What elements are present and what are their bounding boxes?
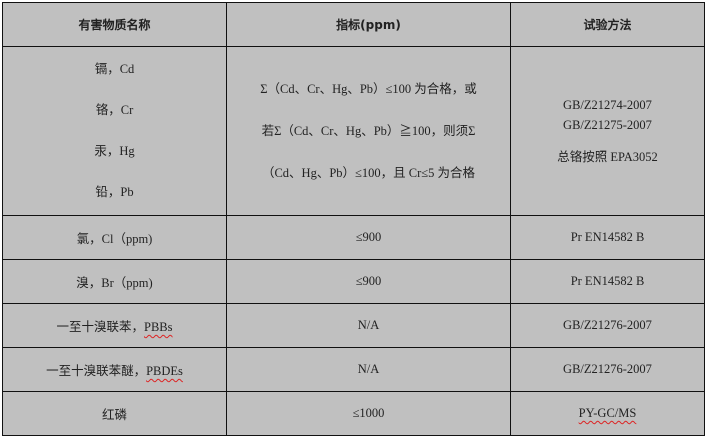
test-method: GB/Z21276-2007 — [510, 303, 705, 348]
criteria-line: Σ（Cd、Cr、Hg、Pb）≤100 为合格，或 — [260, 82, 477, 96]
name-prefix: 一至十溴联苯醚， — [46, 364, 147, 378]
substance-name: 溴，Br（ppm) — [2, 259, 227, 304]
criteria-line: （Cd、Hg、Pb）≤100，且 Cr≤5 为合格 — [261, 166, 476, 180]
test-method: Pr EN14582 B — [510, 259, 705, 304]
limit: ≤1000 — [226, 391, 511, 436]
test-method: PY-GC/MS — [510, 391, 705, 436]
heavy-metal-methods: GB/Z21274-2007 GB/Z21275-2007 总铬按照 EPA30… — [510, 46, 705, 216]
table-row: 溴，Br（ppm) ≤900 Pr EN14582 B — [2, 259, 705, 304]
substance-name: 一至十溴联苯醚，PBDEs — [2, 347, 227, 392]
substance-name: 红磷 — [2, 391, 227, 436]
header-row: 有害物质名称 指标(ppm) 试验方法 — [2, 2, 705, 47]
substance-name: 一至十溴联苯，PBBs — [2, 303, 227, 348]
substance-name: 氯，Cl（ppm) — [2, 215, 227, 260]
limit: N/A — [226, 303, 511, 348]
limit: ≤900 — [226, 215, 511, 260]
table-row-heavy-metals: 镉，Cd 铬，Cr 汞，Hg 铅，Pb Σ（Cd、Cr、Hg、Pb）≤100 为… — [2, 46, 705, 216]
limit: N/A — [226, 347, 511, 392]
hazardous-substances-table: 有害物质名称 指标(ppm) 试验方法 镉，Cd 铬，Cr 汞，Hg 铅，Pb … — [2, 2, 705, 436]
substance-cr: 铬，Cr — [95, 103, 134, 117]
method-line: GB/Z21275-2007 — [563, 118, 652, 132]
substance-hg: 汞，Hg — [94, 144, 135, 158]
criteria-line: 若Σ（Cd、Cr、Hg、Pb）≧100，则须Σ — [261, 124, 476, 138]
test-method: Pr EN14582 B — [510, 215, 705, 260]
header-limit: 指标(ppm) — [226, 2, 511, 47]
table-row: 红磷 ≤1000 PY-GC/MS — [2, 391, 705, 436]
heavy-metal-criteria: Σ（Cd、Cr、Hg、Pb）≤100 为合格，或 若Σ（Cd、Cr、Hg、Pb）… — [226, 46, 511, 216]
method-line: 总铬按照 EPA3052 — [557, 150, 658, 164]
name-prefix: 一至十溴联苯， — [56, 320, 144, 334]
limit: ≤900 — [226, 259, 511, 304]
table-row: 氯，Cl（ppm) ≤900 Pr EN14582 B — [2, 215, 705, 260]
method-text: PY-GC/MS — [578, 406, 637, 420]
table-row: 一至十溴联苯醚，PBDEs N/A GB/Z21276-2007 — [2, 347, 705, 392]
substance-pb: 铅，Pb — [95, 185, 134, 199]
header-substance-name: 有害物质名称 — [2, 2, 227, 47]
heavy-metal-names: 镉，Cd 铬，Cr 汞，Hg 铅，Pb — [2, 46, 227, 216]
table-row: 一至十溴联苯，PBBs N/A GB/Z21276-2007 — [2, 303, 705, 348]
method-line: GB/Z21274-2007 — [563, 98, 652, 112]
name-abbrev: PBBs — [144, 320, 173, 334]
header-test-method: 试验方法 — [510, 2, 705, 47]
test-method: GB/Z21276-2007 — [510, 347, 705, 392]
substance-cd: 镉，Cd — [94, 62, 135, 76]
name-abbrev: PBDEs — [146, 364, 183, 378]
